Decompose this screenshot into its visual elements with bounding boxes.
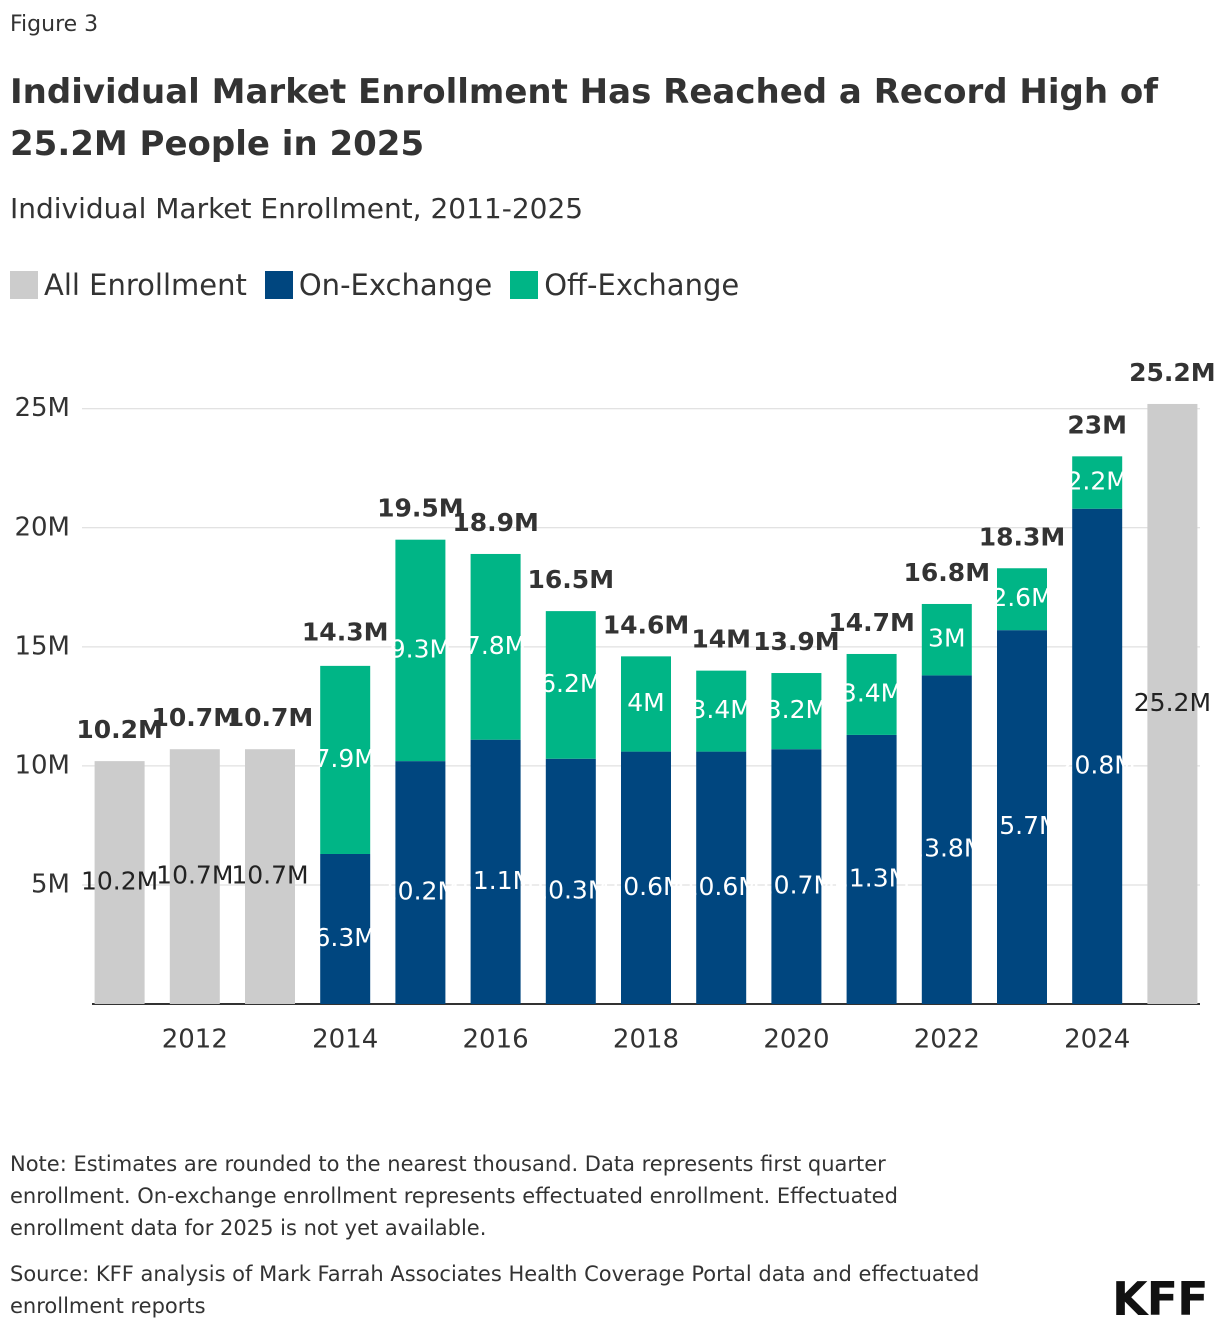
bar-segment xyxy=(771,673,822,750)
value-label: 13.8M xyxy=(908,834,985,863)
bar-segment xyxy=(1072,456,1123,509)
bar-segment xyxy=(846,734,897,1004)
value-label: 6.2M xyxy=(540,669,601,698)
x-tick-label: 2018 xyxy=(613,1025,679,1055)
x-tick-label: 2020 xyxy=(763,1025,829,1055)
value-label: 10.7M xyxy=(231,861,308,890)
value-label: 2.2M xyxy=(1067,467,1128,496)
value-label: 4M xyxy=(627,688,664,717)
total-label: 10.2M xyxy=(76,715,163,744)
bar-segment xyxy=(696,670,747,752)
y-tick-label: 10M xyxy=(14,750,70,780)
y-tick-label: 15M xyxy=(14,631,70,661)
value-label: 10.7M xyxy=(156,861,233,890)
value-label: 20.8M xyxy=(1059,750,1136,779)
bar-segment xyxy=(921,603,972,676)
subtitle: Individual Market Enrollment, 2011-2025 xyxy=(10,192,584,225)
legend-label: Off-Exchange xyxy=(544,268,740,302)
bar-segment xyxy=(1072,508,1123,1004)
bar-segment xyxy=(997,630,1047,1004)
figure-label: Figure 3 xyxy=(10,12,99,37)
title: Individual Market Enrollment Has Reached… xyxy=(10,72,1159,164)
value-label: 15.7M xyxy=(983,811,1060,840)
x-tick-label: 2014 xyxy=(312,1025,378,1055)
total-label: 16.8M xyxy=(904,558,991,587)
value-label: 10.2M xyxy=(382,877,459,906)
bar-segment xyxy=(771,749,822,1004)
legend-label: All Enrollment xyxy=(44,268,247,302)
total-label: 25.2M xyxy=(1129,358,1216,387)
value-label: 10.3M xyxy=(532,875,609,904)
value-label: 3.4M xyxy=(691,695,752,724)
total-label: 14.3M xyxy=(302,617,389,646)
y-tick-label: 5M xyxy=(31,869,70,899)
value-label: 10.2M xyxy=(81,867,158,896)
bar-segment xyxy=(1147,403,1198,1004)
value-label: 7.9M xyxy=(315,744,376,773)
total-label: 14.7M xyxy=(828,608,915,637)
value-label: 6.3M xyxy=(315,923,376,952)
value-label: 9.3M xyxy=(390,634,451,663)
bar-segment xyxy=(621,656,671,752)
note: Note: Estimates are rounded to the neare… xyxy=(10,1152,898,1240)
value-label: 25.2M xyxy=(1134,688,1211,717)
total-label: 16.5M xyxy=(528,565,615,594)
bar-segment xyxy=(94,761,145,1004)
total-label: 10.7M xyxy=(152,703,239,732)
x-tick-label: 2022 xyxy=(914,1025,980,1055)
bar-segment xyxy=(320,853,371,1004)
value-label: 11.1M xyxy=(457,866,534,895)
legend-item: Off-Exchange xyxy=(510,268,739,302)
x-tick-label: 2012 xyxy=(162,1025,228,1055)
total-label: 18.3M xyxy=(979,522,1066,551)
bar-segment xyxy=(470,553,521,740)
source: Source: KFF analysis of Mark Farrah Asso… xyxy=(10,1262,980,1318)
value-label: 11.3M xyxy=(833,863,910,892)
value-label: 2.6M xyxy=(991,583,1052,612)
bar-segment xyxy=(545,758,596,1004)
value-label: 3M xyxy=(928,624,965,653)
legend-swatch xyxy=(10,271,38,299)
bar-segment xyxy=(921,675,972,1004)
bar-segment xyxy=(621,751,671,1004)
bar-segment xyxy=(545,611,596,759)
value-label: 10.6M xyxy=(683,872,760,901)
bar-segment xyxy=(846,653,897,735)
legend-label: On-Exchange xyxy=(298,268,493,302)
bar-segment xyxy=(395,539,446,762)
y-tick-label: 25M xyxy=(14,393,70,423)
bar-segment xyxy=(470,739,521,1004)
x-tick-label: 2016 xyxy=(463,1025,529,1055)
value-label: 10.7M xyxy=(758,871,835,900)
bar-segment xyxy=(395,761,446,1004)
total-label: 13.9M xyxy=(753,627,840,656)
value-label: 10.6M xyxy=(607,872,684,901)
chart: 5M10M15M20M25M10.2M10.2M201210.7M10.7M10… xyxy=(14,358,1216,1055)
legend: All Enrollment On-Exchange Off-Exchange xyxy=(10,268,751,302)
legend-item: All Enrollment xyxy=(10,268,247,302)
legend-item: On-Exchange xyxy=(264,268,493,302)
total-label: 14M xyxy=(691,625,751,654)
total-label: 10.7M xyxy=(227,703,314,732)
value-label: 3.4M xyxy=(841,678,902,707)
total-label: 14.6M xyxy=(603,610,690,639)
bar-segment xyxy=(169,749,220,1004)
bar-segment xyxy=(696,751,747,1004)
total-label: 19.5M xyxy=(377,494,464,523)
bar-segment xyxy=(320,665,371,854)
total-label: 23M xyxy=(1067,410,1127,439)
bar-segment xyxy=(245,749,295,1004)
value-label: 3.2M xyxy=(766,695,827,724)
bar-segment xyxy=(997,568,1047,631)
x-tick-label: 2024 xyxy=(1064,1025,1130,1055)
total-label: 18.9M xyxy=(452,508,539,537)
legend-swatch xyxy=(264,271,293,299)
logo: KFF xyxy=(1112,1272,1208,1326)
legend-swatch xyxy=(510,271,539,299)
value-label: 7.8M xyxy=(465,631,526,660)
y-tick-label: 20M xyxy=(14,512,70,542)
